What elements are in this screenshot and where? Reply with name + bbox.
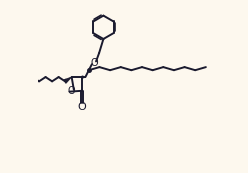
Text: O: O (90, 58, 98, 68)
Text: O: O (68, 86, 75, 96)
Polygon shape (82, 76, 85, 78)
Text: O: O (78, 102, 86, 112)
